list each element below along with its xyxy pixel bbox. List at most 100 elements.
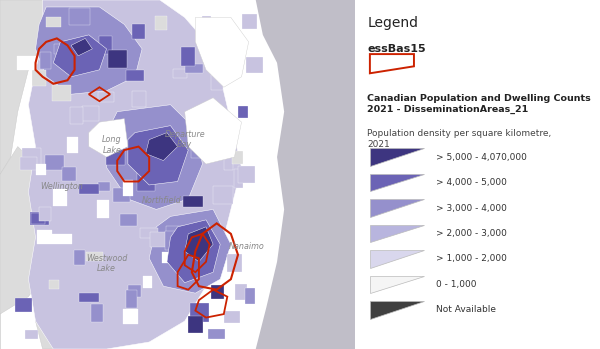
- Polygon shape: [79, 294, 100, 303]
- Polygon shape: [370, 301, 424, 319]
- Polygon shape: [70, 8, 90, 25]
- Polygon shape: [185, 98, 242, 164]
- Polygon shape: [52, 85, 71, 101]
- Polygon shape: [98, 92, 113, 102]
- Polygon shape: [25, 330, 38, 339]
- Polygon shape: [107, 50, 127, 68]
- Polygon shape: [155, 16, 167, 30]
- Polygon shape: [183, 196, 203, 207]
- Text: > 2,000 - 3,000: > 2,000 - 3,000: [436, 229, 507, 238]
- Polygon shape: [217, 133, 237, 142]
- Polygon shape: [188, 316, 203, 333]
- Polygon shape: [227, 253, 242, 272]
- Polygon shape: [370, 276, 424, 293]
- Polygon shape: [46, 17, 61, 27]
- Polygon shape: [0, 147, 71, 349]
- Text: > 3,000 - 4,000: > 3,000 - 4,000: [436, 203, 507, 213]
- Text: 0 - 1,000: 0 - 1,000: [436, 280, 476, 289]
- Polygon shape: [99, 36, 112, 54]
- Polygon shape: [151, 232, 166, 247]
- Polygon shape: [17, 56, 37, 69]
- Polygon shape: [53, 35, 107, 77]
- Text: > 5,000 - 4,070,000: > 5,000 - 4,070,000: [436, 153, 527, 162]
- Polygon shape: [191, 143, 211, 158]
- Polygon shape: [185, 64, 203, 73]
- Polygon shape: [167, 220, 220, 283]
- Polygon shape: [370, 250, 424, 268]
- Polygon shape: [79, 184, 100, 194]
- Polygon shape: [67, 136, 78, 154]
- Polygon shape: [213, 186, 233, 204]
- Polygon shape: [370, 225, 424, 242]
- Polygon shape: [28, 0, 242, 349]
- Polygon shape: [183, 49, 194, 65]
- Text: Westwood
Lake: Westwood Lake: [86, 254, 127, 273]
- Polygon shape: [132, 24, 145, 39]
- Polygon shape: [126, 70, 143, 81]
- Polygon shape: [35, 286, 124, 349]
- Polygon shape: [82, 106, 100, 121]
- Text: Nanaimo: Nanaimo: [229, 242, 265, 251]
- Polygon shape: [245, 288, 255, 304]
- Polygon shape: [238, 166, 254, 183]
- Polygon shape: [235, 284, 247, 300]
- Polygon shape: [98, 182, 110, 191]
- Text: essBas15: essBas15: [367, 44, 426, 54]
- Text: Wellington: Wellington: [41, 182, 83, 191]
- Polygon shape: [140, 166, 150, 178]
- Polygon shape: [35, 7, 142, 94]
- Polygon shape: [121, 214, 137, 226]
- Polygon shape: [91, 304, 103, 322]
- Polygon shape: [143, 276, 152, 288]
- Polygon shape: [126, 290, 137, 308]
- Polygon shape: [242, 14, 257, 29]
- Polygon shape: [89, 119, 128, 157]
- Polygon shape: [46, 155, 64, 170]
- Polygon shape: [202, 16, 211, 34]
- Polygon shape: [137, 173, 155, 191]
- Polygon shape: [208, 329, 226, 339]
- Polygon shape: [14, 298, 32, 312]
- Polygon shape: [370, 174, 424, 191]
- Polygon shape: [149, 209, 231, 293]
- Polygon shape: [106, 148, 125, 165]
- Polygon shape: [246, 57, 263, 73]
- Polygon shape: [131, 91, 146, 107]
- Polygon shape: [128, 126, 188, 185]
- Polygon shape: [211, 28, 221, 42]
- Polygon shape: [31, 212, 49, 225]
- Polygon shape: [166, 226, 184, 240]
- Polygon shape: [31, 213, 45, 224]
- Polygon shape: [20, 157, 37, 170]
- Polygon shape: [37, 230, 52, 244]
- Polygon shape: [370, 148, 424, 166]
- Text: Legend: Legend: [367, 16, 418, 30]
- Polygon shape: [71, 38, 92, 56]
- Polygon shape: [165, 231, 180, 250]
- Polygon shape: [52, 234, 72, 244]
- Polygon shape: [40, 52, 52, 69]
- Text: > 1,000 - 2,000: > 1,000 - 2,000: [436, 254, 507, 263]
- Polygon shape: [53, 189, 67, 206]
- Text: Long
Lake: Long Lake: [102, 135, 122, 155]
- Text: Canadian Population and Dwelling Counts
2021 - DisseminationAreas_21: Canadian Population and Dwelling Counts …: [367, 94, 591, 114]
- Polygon shape: [181, 47, 194, 66]
- Polygon shape: [256, 0, 355, 349]
- Polygon shape: [62, 167, 76, 181]
- Polygon shape: [211, 285, 224, 299]
- Text: Northfield: Northfield: [142, 196, 181, 205]
- Polygon shape: [54, 44, 74, 54]
- Polygon shape: [49, 280, 59, 289]
- Polygon shape: [128, 285, 141, 297]
- Polygon shape: [70, 107, 83, 124]
- Polygon shape: [370, 199, 424, 217]
- Text: > 4,000 - 5,000: > 4,000 - 5,000: [436, 178, 507, 187]
- Polygon shape: [107, 105, 202, 209]
- Polygon shape: [39, 207, 51, 221]
- Polygon shape: [0, 0, 43, 349]
- Polygon shape: [140, 228, 158, 238]
- Polygon shape: [123, 309, 139, 324]
- Polygon shape: [162, 252, 181, 262]
- Polygon shape: [86, 252, 103, 261]
- Polygon shape: [122, 180, 133, 196]
